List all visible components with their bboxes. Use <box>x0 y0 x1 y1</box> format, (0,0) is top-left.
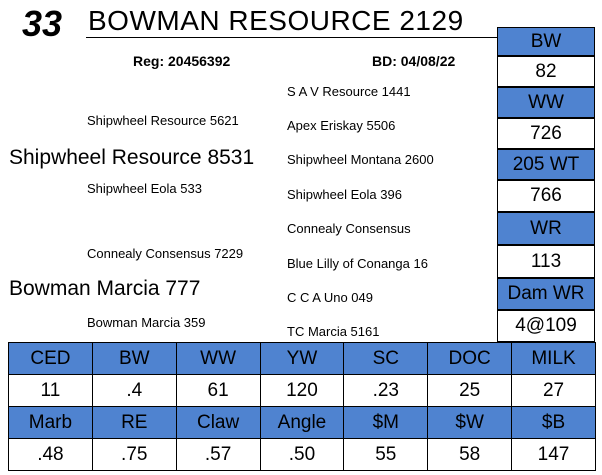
stat-label-205wt: 205 WT <box>497 149 595 180</box>
epd-value-milk: 27 <box>511 374 596 407</box>
epd-header-row-2: Marb RE Claw Angle $M $W $B <box>8 406 596 439</box>
epd-value-re: .75 <box>91 438 177 471</box>
epd-value-row-1: 11 .4 61 120 .23 25 27 <box>8 374 596 407</box>
epd-header-re: RE <box>91 406 177 439</box>
epd-value-m-index: 55 <box>343 438 429 471</box>
epd-value-yw: 120 <box>259 374 345 407</box>
epd-header-ced: CED <box>8 342 93 375</box>
stat-value-dam-wr: 4@109 <box>497 310 595 342</box>
pedigree-dam-dam: Bowman Marcia 359 <box>87 315 206 330</box>
pedigree-sire-sire: Shipwheel Resource 5621 <box>87 113 239 128</box>
pedigree-ddd: TC Marcia 5161 <box>287 324 380 339</box>
epd-value-sc: .23 <box>343 374 429 407</box>
epd-header-sc: SC <box>343 342 429 375</box>
epd-header-claw: Claw <box>175 406 261 439</box>
epd-header-angle: Angle <box>259 406 345 439</box>
pedigree-dam-sire: Connealy Consensus 7229 <box>87 246 244 261</box>
epd-header-ww: WW <box>175 342 261 375</box>
pedigree-sss: S A V Resource 1441 <box>287 84 411 99</box>
epd-value-marb: .48 <box>8 438 93 471</box>
pedigree-dss: Connealy Consensus <box>287 221 411 236</box>
epd-value-claw: .57 <box>175 438 261 471</box>
stat-label-ww: WW <box>497 87 595 118</box>
epd-header-b-index: $B <box>511 406 596 439</box>
stat-value-205wt: 766 <box>497 180 595 212</box>
title-underline <box>86 37 498 38</box>
stat-label-dam-wr: Dam WR <box>497 278 595 310</box>
stat-label-wr: WR <box>497 212 595 245</box>
epd-header-w-index: $W <box>427 406 513 439</box>
stat-value-ww: 726 <box>497 118 595 149</box>
epd-header-row-1: CED BW WW YW SC DOC MILK <box>8 342 596 375</box>
lot-number: 33 <box>22 3 63 44</box>
pedigree-sire-dam: Shipwheel Eola 533 <box>87 181 202 196</box>
epd-header-yw: YW <box>259 342 345 375</box>
epd-value-bw: .4 <box>91 374 177 407</box>
pedigree-sire: Shipwheel Resource 8531 <box>9 146 255 169</box>
pedigree-dsd: Blue Lilly of Conanga 16 <box>287 256 428 271</box>
epd-header-marb: Marb <box>8 406 93 439</box>
epd-value-b-index: 147 <box>511 438 596 471</box>
animal-name: BOWMAN RESOURCE 2129 <box>88 5 464 36</box>
pedigree-dds: C C A Uno 049 <box>287 290 373 305</box>
epd-table: CED BW WW YW SC DOC MILK 11 .4 61 120 .2… <box>8 342 596 471</box>
registration-number: Reg: 20456392 <box>133 53 231 69</box>
stat-value-bw: 82 <box>497 56 595 87</box>
pedigree-sds: Shipwheel Montana 2600 <box>287 152 434 167</box>
epd-header-doc: DOC <box>427 342 513 375</box>
epd-value-w-index: 58 <box>427 438 513 471</box>
stat-label-bw: BW <box>497 27 595 56</box>
pedigree-sdd: Shipwheel Eola 396 <box>287 187 402 202</box>
epd-value-angle: .50 <box>259 438 345 471</box>
epd-value-ced: 11 <box>8 374 93 407</box>
epd-value-row-2: .48 .75 .57 .50 55 58 147 <box>8 438 596 471</box>
birth-date: BD: 04/08/22 <box>372 53 456 69</box>
epd-header-milk: MILK <box>511 342 596 375</box>
epd-value-doc: 25 <box>427 374 513 407</box>
stat-value-wr: 113 <box>497 245 595 278</box>
pedigree-ssd: Apex Eriskay 5506 <box>287 118 396 133</box>
pedigree-dam: Bowman Marcia 777 <box>9 277 201 300</box>
epd-header-m-index: $M <box>343 406 429 439</box>
epd-value-ww: 61 <box>175 374 261 407</box>
epd-header-bw: BW <box>91 342 177 375</box>
